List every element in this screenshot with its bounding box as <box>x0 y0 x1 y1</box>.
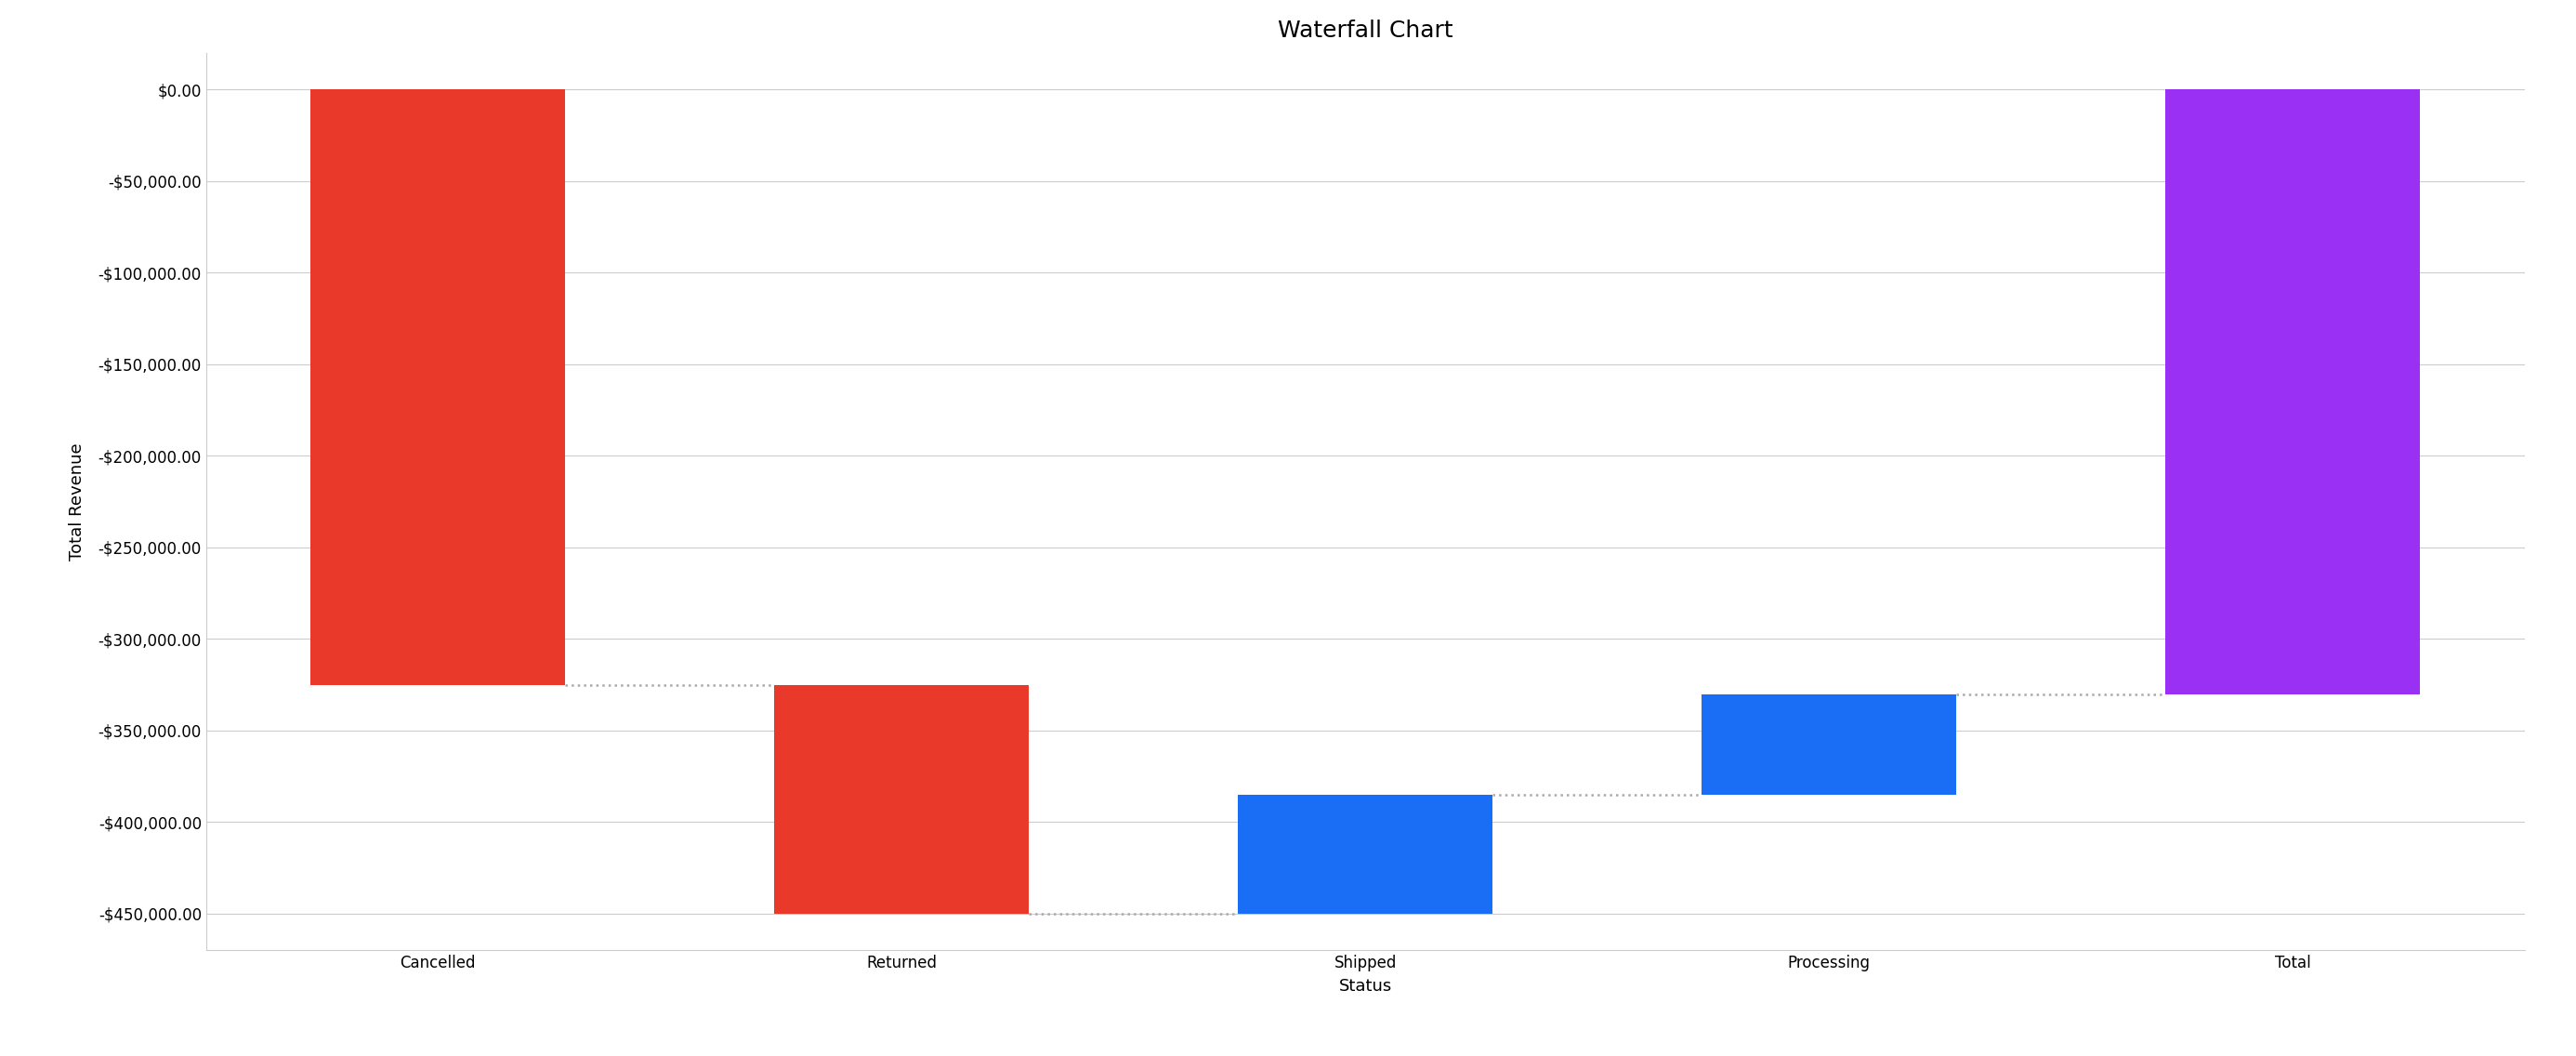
Bar <box>1703 694 1958 795</box>
Bar <box>2164 90 2421 694</box>
Bar <box>309 90 564 684</box>
X-axis label: Status: Status <box>1340 978 1391 995</box>
Bar <box>1239 795 1494 913</box>
Bar <box>775 684 1030 913</box>
Title: Waterfall Chart: Waterfall Chart <box>1278 20 1453 42</box>
Y-axis label: Total Revenue: Total Revenue <box>70 442 85 561</box>
